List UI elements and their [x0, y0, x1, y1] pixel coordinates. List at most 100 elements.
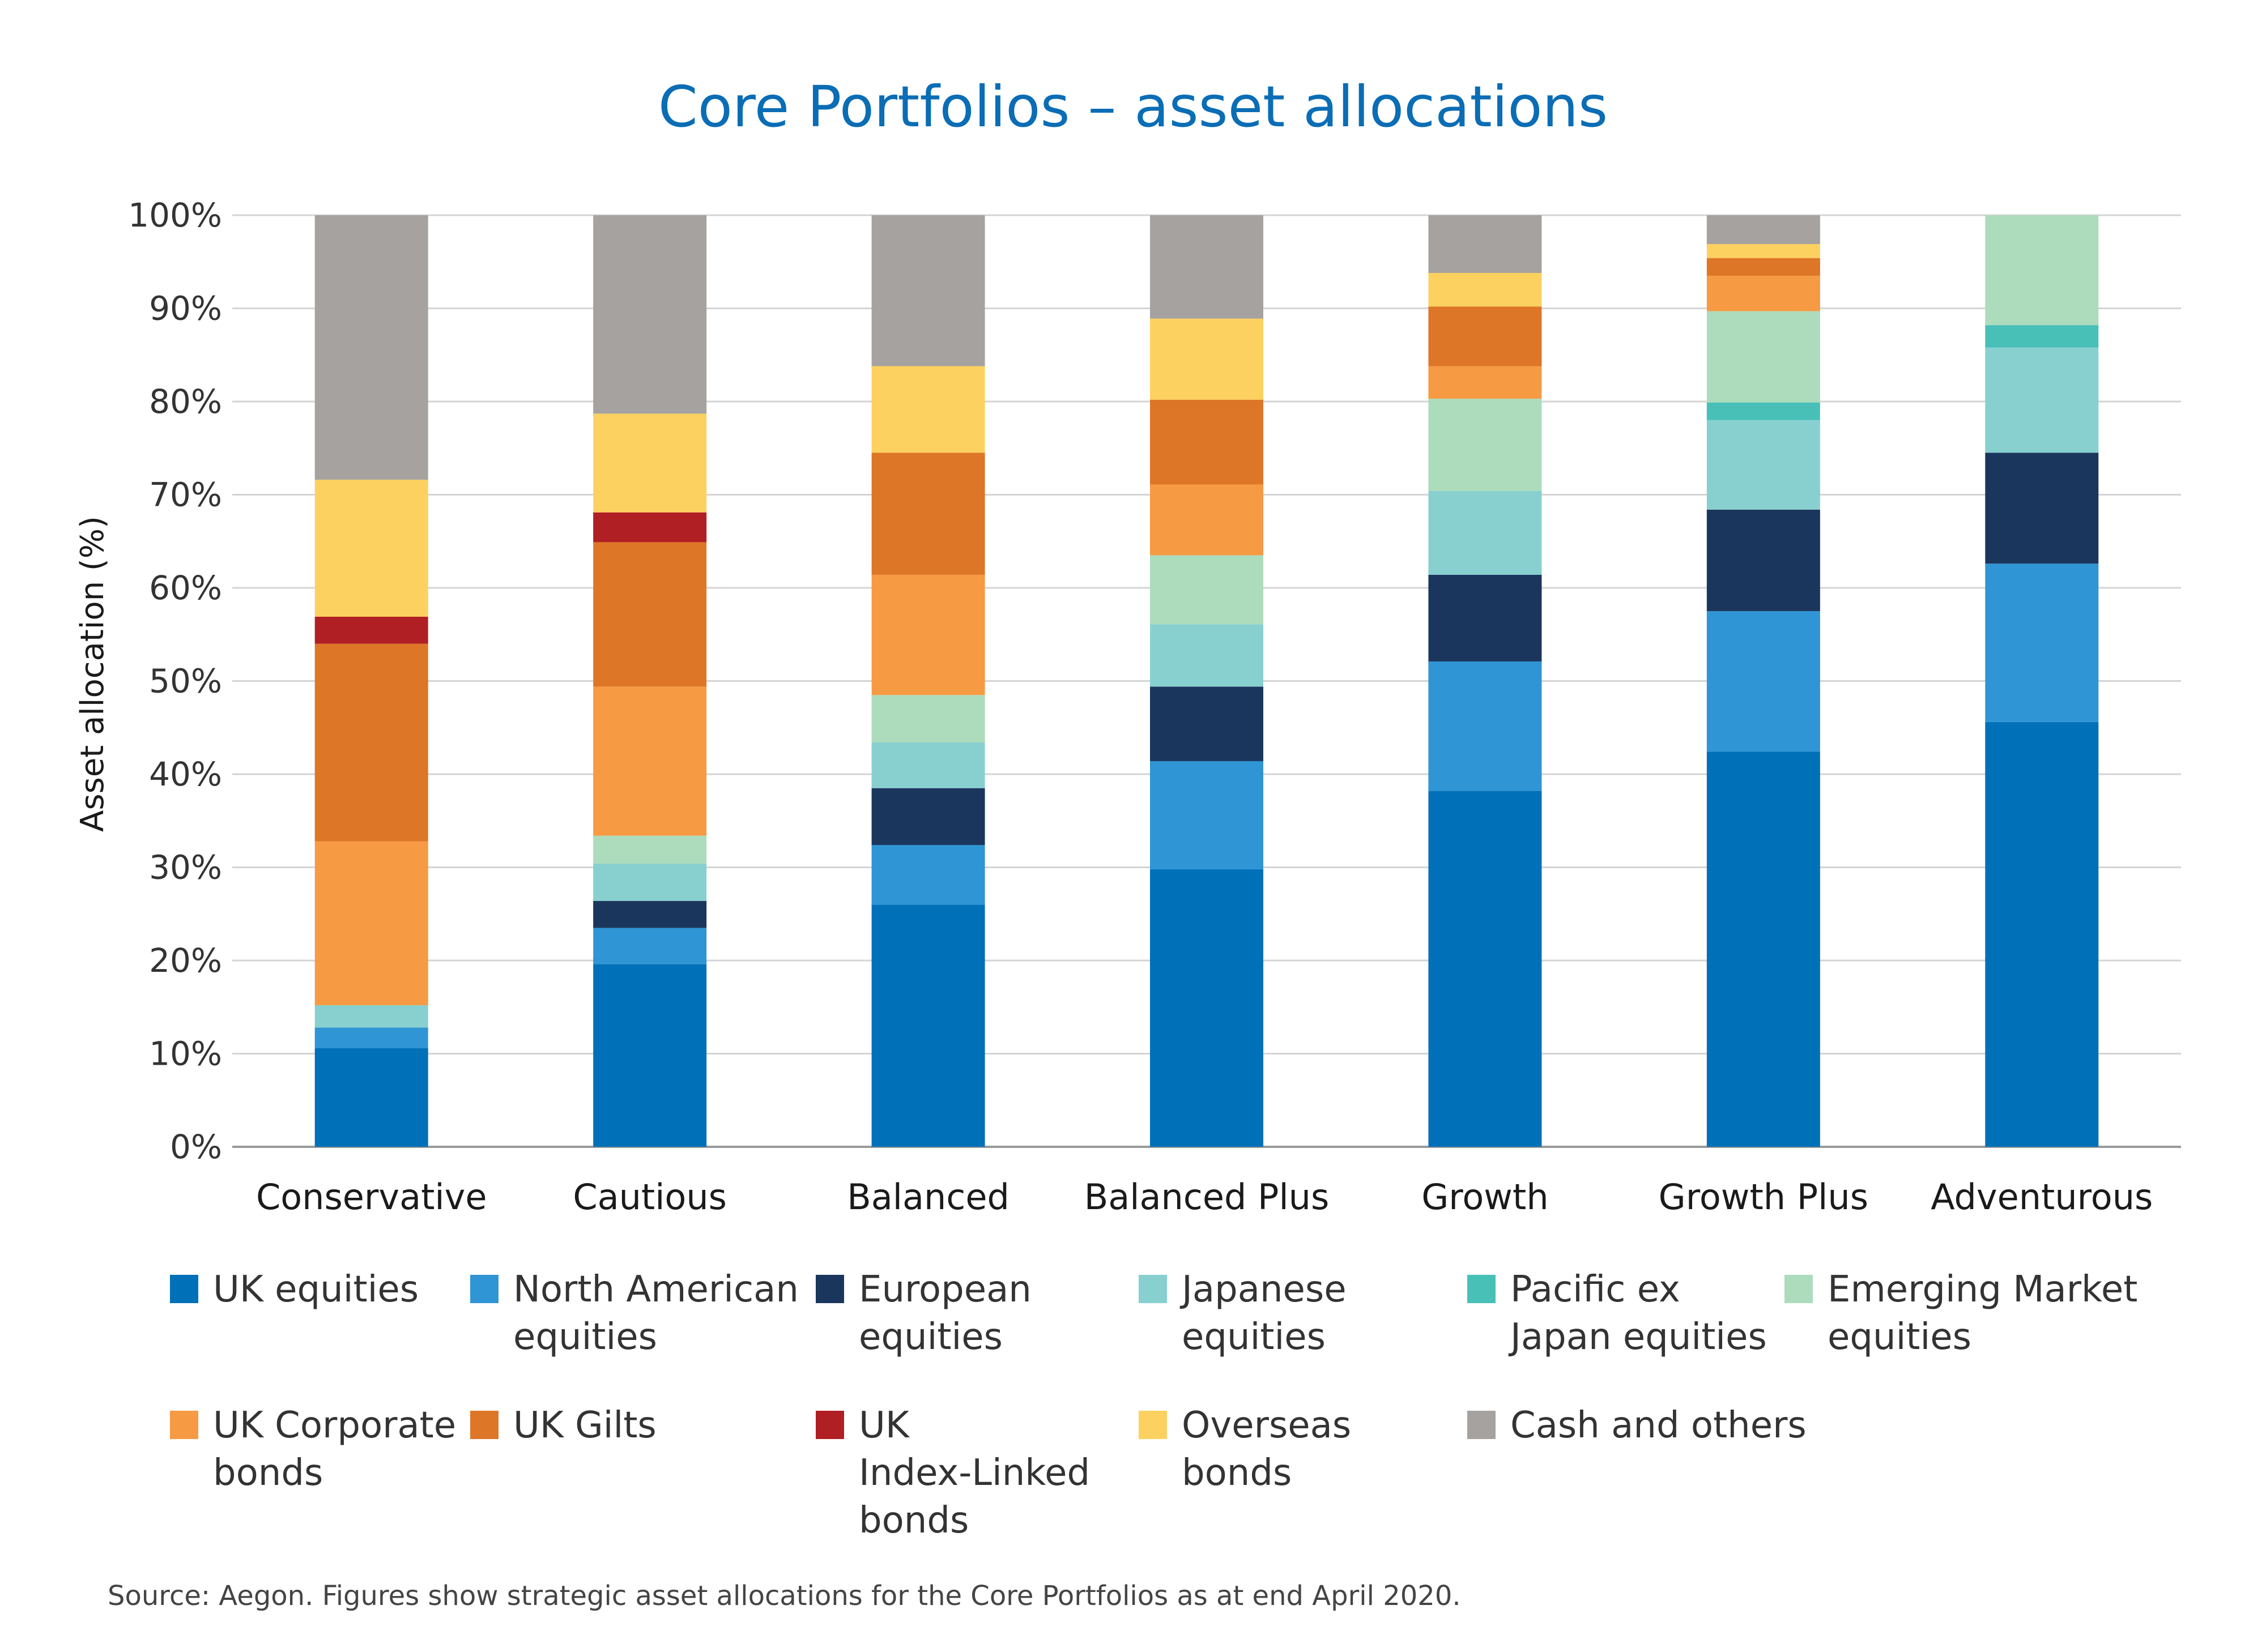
bar-segment: [1428, 490, 1542, 575]
x-category-label: Growth: [1421, 1176, 1548, 1218]
bar-segment: [1706, 752, 1820, 1147]
bar-segment: [1428, 399, 1542, 491]
legend-swatch: [470, 1411, 499, 1439]
x-category-label: Growth Plus: [1659, 1176, 1868, 1218]
bar-segment: [871, 845, 985, 905]
legend-label: UK equities: [213, 1269, 419, 1310]
axis-labels: 0% 10% 20% 30% 40% 50% 60% 70% 80% 90% 100% Conserv…: [128, 196, 2153, 1218]
x-category-label: Cautious: [573, 1176, 727, 1218]
legend-swatch: [470, 1275, 499, 1303]
legend-swatch: [1467, 1275, 1496, 1303]
legend-label: North American equities: [513, 1269, 799, 1358]
bar-segment: [1985, 453, 2099, 564]
bar-segment: [1428, 574, 1542, 661]
legend-label: UK Corporate bonds: [213, 1405, 457, 1494]
bar-segment: [593, 542, 707, 687]
bar-segment: [314, 643, 428, 842]
bar-stack-balanced: [871, 215, 985, 1147]
bar-segment: [1150, 686, 1263, 761]
bar-segment: [871, 574, 985, 695]
legend-item: UK Gilts: [470, 1402, 657, 1449]
legend-swatch: [1139, 1411, 1167, 1439]
bar-segment: [1706, 215, 1820, 244]
y-tick-label: 10%: [149, 1035, 222, 1073]
legend-label: Cash and others: [1510, 1405, 1807, 1446]
y-tick-label: 80%: [149, 382, 222, 421]
bar-segment: [1706, 244, 1820, 258]
bar-segment: [593, 964, 707, 1147]
bar-segment: [871, 453, 985, 575]
legend-item: Emerging Market equities: [1784, 1266, 2137, 1361]
bar-segment: [593, 686, 707, 836]
bar-segment: [1150, 318, 1263, 400]
bar-segment: [1706, 611, 1820, 752]
bar-segment: [593, 512, 707, 543]
legend-item: UK Index-Linked bonds: [816, 1402, 1090, 1544]
bar-segment: [314, 215, 428, 480]
bar-segment: [871, 742, 985, 788]
legend-swatch: [816, 1275, 844, 1303]
bar-stack-cautious: [593, 215, 707, 1147]
chart-title: Core Portfolios – asset allocations: [658, 74, 1608, 140]
bar-segment: [1428, 272, 1542, 307]
legend-item: Pacific ex Japan equities: [1467, 1266, 1767, 1361]
y-tick-label: 50%: [149, 662, 222, 701]
legend-item: European equities: [816, 1266, 1032, 1361]
legend-label: Pacific ex Japan equities: [1510, 1269, 1767, 1358]
bar-segment: [1985, 722, 2099, 1147]
source-note: Source: Aegon. Figures show strategic as…: [108, 1580, 1461, 1612]
bar-segment: [1985, 325, 2099, 348]
bar-stack-adventurous: [1985, 215, 2099, 1147]
legend-label: Japanese equities: [1182, 1269, 1347, 1358]
bar-segment: [1706, 509, 1820, 612]
bar-segment: [593, 863, 707, 901]
legend-item: UK equities: [170, 1266, 419, 1313]
bar-stack-growth: [1428, 215, 1542, 1147]
bar-segment: [314, 1005, 428, 1028]
legend-item: Cash and others: [1467, 1402, 1807, 1449]
x-category-label: Conservative: [256, 1176, 487, 1218]
y-tick-label: 0%: [170, 1128, 222, 1166]
bar-segment: [1150, 624, 1263, 687]
bar-segment: [1706, 402, 1820, 420]
bar-segment: [593, 900, 707, 928]
x-category-label: Adventurous: [1931, 1176, 2153, 1218]
bar-segment: [1150, 555, 1263, 625]
bar-segment: [314, 1027, 428, 1048]
bar-segment: [1706, 275, 1820, 311]
bar-stack-balanced-plus: [1150, 215, 1263, 1147]
x-category-label: Balanced: [847, 1176, 1010, 1218]
bar-segment: [593, 928, 707, 964]
y-tick-label: 30%: [149, 848, 222, 887]
bar-segment: [1985, 347, 2099, 453]
bar-segment: [314, 480, 428, 617]
bar-segment: [1985, 215, 2099, 326]
bar-segment: [1706, 420, 1820, 510]
bar-segment: [871, 695, 985, 743]
bar-segment: [1150, 399, 1263, 485]
legend-item: Japanese equities: [1139, 1266, 1347, 1361]
legend-label: European equities: [859, 1269, 1032, 1358]
legend-swatch: [1784, 1275, 1813, 1303]
legend-swatch: [1467, 1411, 1496, 1439]
bar-stacks: [314, 215, 2099, 1147]
bar-segment: [314, 616, 428, 644]
legend-label: Emerging Market equities: [1828, 1269, 2138, 1358]
legend-swatch: [170, 1275, 198, 1303]
bar-segment: [1706, 311, 1820, 403]
bar-segment: [1150, 215, 1263, 319]
bar-segment: [1428, 215, 1542, 273]
bar-segment: [871, 904, 985, 1147]
bar-segment: [1706, 258, 1820, 276]
y-tick-label: 90%: [149, 289, 222, 328]
bar-segment: [1150, 484, 1263, 556]
x-category-label: Balanced Plus: [1084, 1176, 1330, 1218]
legend-label: UK Gilts: [513, 1405, 657, 1446]
bar-segment: [1150, 869, 1263, 1147]
legend-item: Overseas bonds: [1139, 1402, 1351, 1497]
bar-segment: [314, 1048, 428, 1147]
legend-item: UK Corporate bonds: [170, 1402, 456, 1497]
legend-swatch: [816, 1411, 844, 1439]
bar-stack-conservative: [314, 215, 428, 1147]
